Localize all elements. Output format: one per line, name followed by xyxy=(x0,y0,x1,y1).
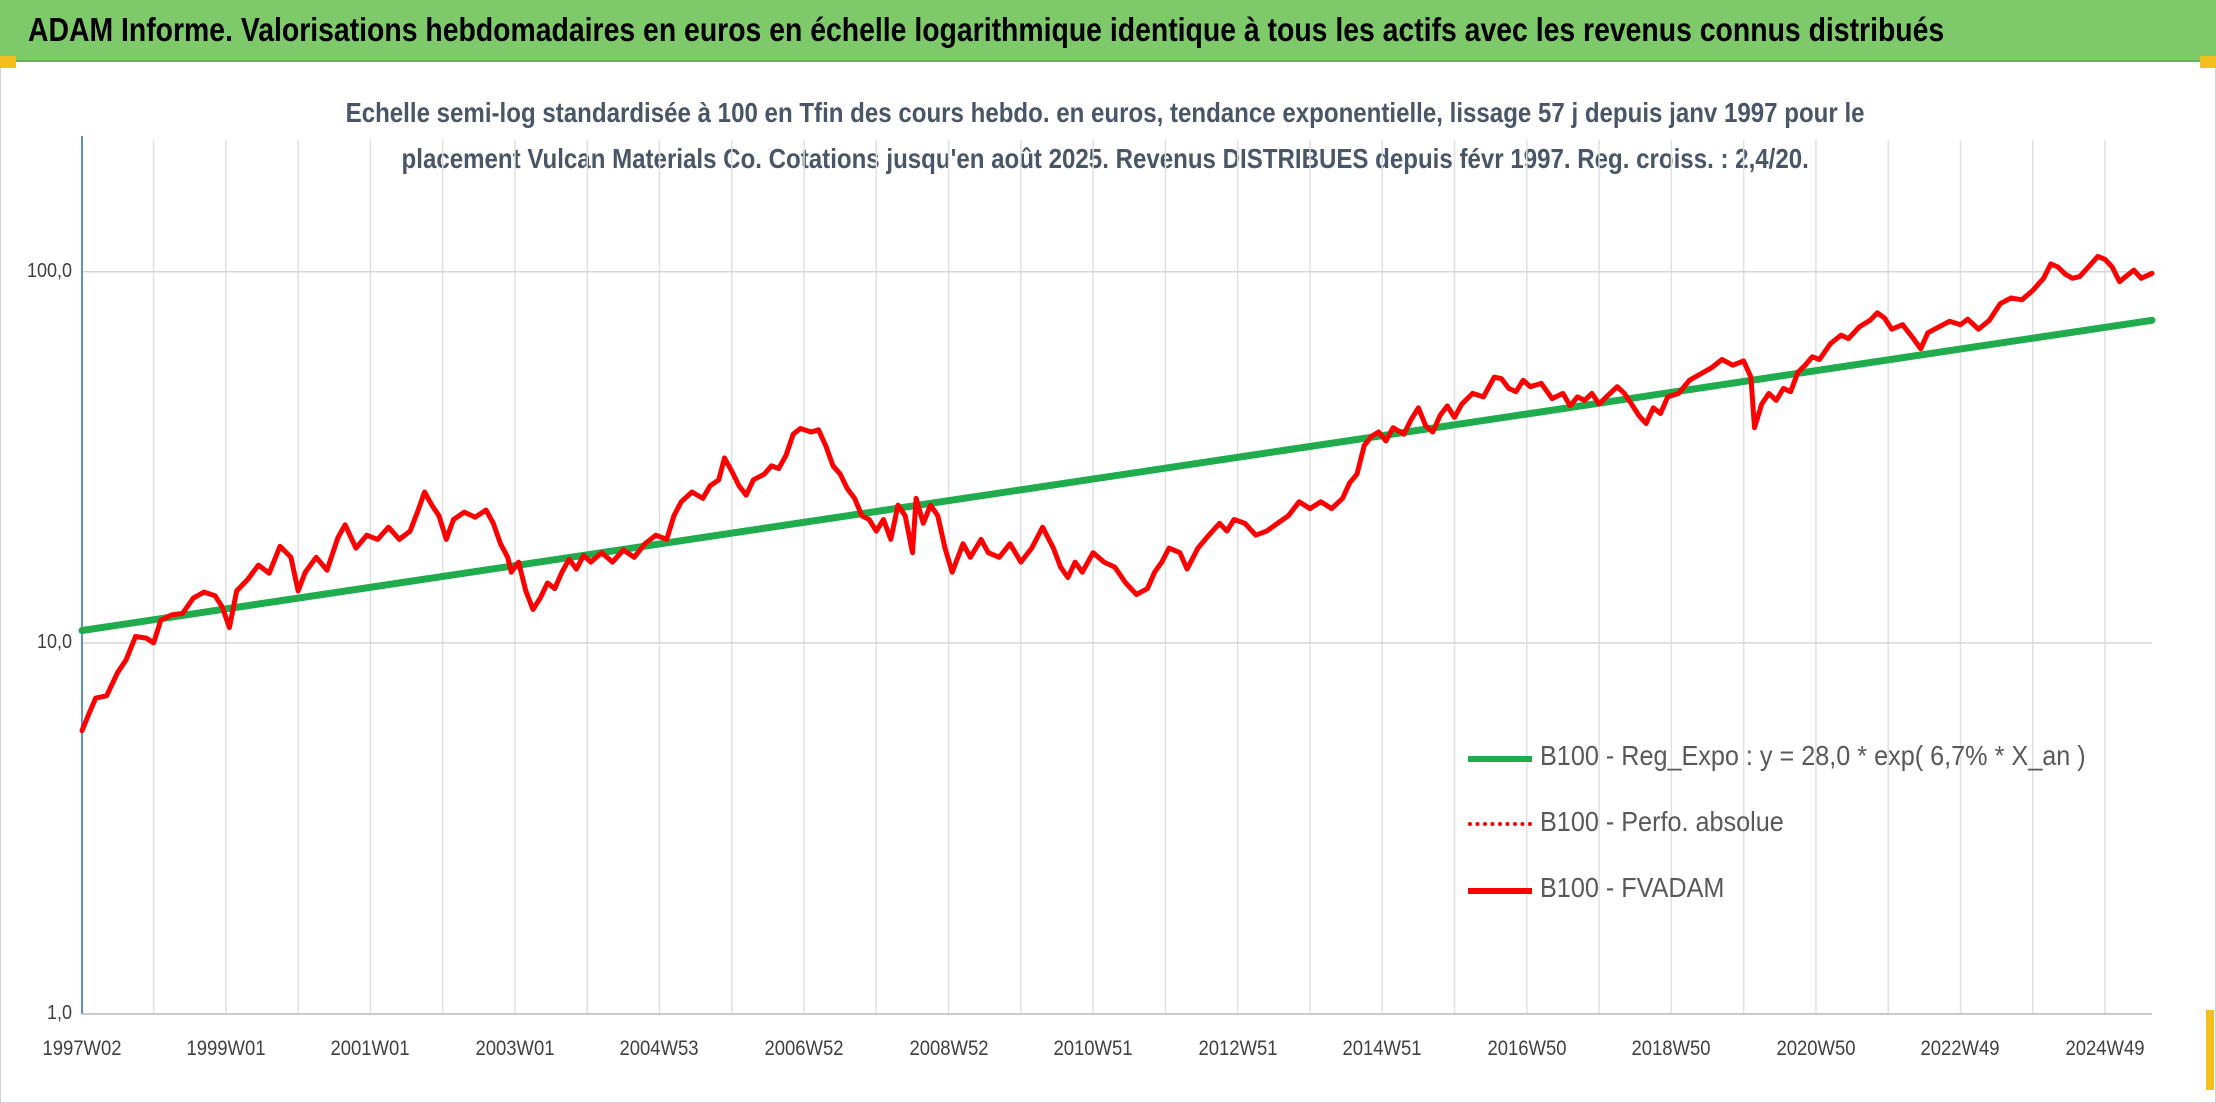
x-tick-label: 2012W51 xyxy=(1198,1037,1278,1060)
x-tick-label: 2003W01 xyxy=(475,1037,555,1060)
x-tick-label: 1997W02 xyxy=(42,1037,122,1060)
corner-marker-left xyxy=(0,56,16,68)
report-title: ADAM Informe. Valorisations hebdomadaire… xyxy=(28,11,1945,48)
series-line-0 xyxy=(78,316,2156,634)
x-tick-label: 2001W01 xyxy=(330,1037,410,1060)
x-tick-label: 2004W53 xyxy=(619,1037,700,1060)
legend-label-perfo-absolue: B100 - Perfo. absolue xyxy=(1540,806,1784,837)
y-tick-label: 10,0 xyxy=(36,630,72,653)
header-bar: ADAM Informe. Valorisations hebdomadaire… xyxy=(0,0,2216,62)
x-tick-label: 2018W50 xyxy=(1631,1037,1711,1060)
corner-marker-right xyxy=(2200,56,2216,68)
legend-swatch-regression xyxy=(1468,756,1532,762)
x-tick-label: 2016W50 xyxy=(1487,1037,1567,1060)
legend-label-fvadam: B100 - FVADAM xyxy=(1540,872,1725,903)
x-tick-label: 2024W49 xyxy=(2065,1037,2145,1060)
chart-subtitle-line-1: Echelle semi-log standardisée à 100 en T… xyxy=(120,93,2090,133)
x-tick-label: 2022W49 xyxy=(1920,1037,2001,1060)
x-tick-label: 2010W51 xyxy=(1053,1037,1133,1060)
chart-subtitle-line-2-text: placement Vulcan Materials Co. Cotations… xyxy=(401,143,1809,174)
chart-subtitle-line-1-text: Echelle semi-log standardisée à 100 en T… xyxy=(345,97,1865,128)
x-tick-label: 2020W50 xyxy=(1776,1037,1856,1060)
x-tick-label: 2006W52 xyxy=(764,1037,844,1060)
y-tick-label: 100,0 xyxy=(26,259,72,282)
right-edge-marker xyxy=(2206,1010,2214,1090)
series-line-2 xyxy=(79,253,2155,734)
x-tick-label: 2014W51 xyxy=(1342,1037,1422,1060)
y-tick-label: 1,0 xyxy=(46,1002,72,1024)
legend-swatch-perfo-absolue xyxy=(1468,822,1532,826)
x-tick-label: 2008W52 xyxy=(909,1037,989,1060)
legend-swatch-fvadam xyxy=(1468,888,1532,894)
x-tick-label: 1999W01 xyxy=(186,1037,266,1060)
legend-label-regression: B100 - Reg_Expo : y = 28,0 * exp( 6,7% *… xyxy=(1540,740,2086,771)
chart-subtitle-line-2: placement Vulcan Materials Co. Cotations… xyxy=(120,139,2090,179)
